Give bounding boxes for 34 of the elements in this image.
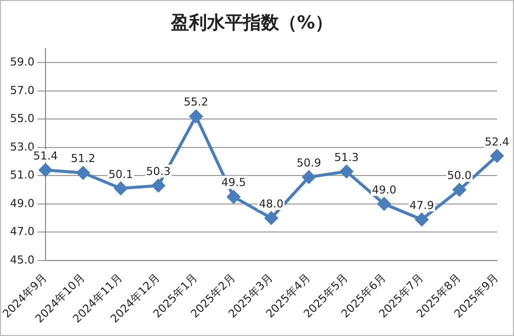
point (378, 197, 391, 210)
point (415, 212, 428, 226)
point (189, 110, 202, 123)
data-label: 49.0 (372, 183, 396, 196)
y-tick-label: 59.0 (10, 56, 34, 69)
point (264, 212, 278, 225)
point (152, 179, 165, 192)
data-label: 50.0 (447, 169, 472, 182)
data-label: 51.4 (33, 149, 58, 162)
data-label: 51.2 (70, 152, 96, 166)
y-tick-label: 53.0 (10, 140, 34, 154)
point (227, 190, 240, 204)
data-label: 50.9 (296, 156, 322, 170)
y-tick-label: 57.0 (10, 84, 34, 97)
data-label: 49.5 (221, 176, 246, 190)
y-tick-label: 47.0 (10, 225, 34, 238)
chart-title: 盈利水平指数（%） (170, 12, 334, 34)
data-label: 55.2 (184, 96, 208, 109)
point (302, 170, 316, 184)
y-tick-label: 49.0 (10, 196, 34, 210)
point (114, 182, 128, 195)
point (490, 149, 504, 162)
point (452, 183, 466, 196)
y-tick-label: 45.0 (10, 253, 34, 266)
y-tick-label: 55.0 (10, 112, 34, 126)
data-label: 47.9 (410, 198, 434, 212)
data-label: 50.1 (108, 168, 133, 181)
point (340, 164, 353, 178)
y-tick-label: 51.0 (10, 168, 34, 182)
data-label: 52.4 (484, 135, 510, 148)
data-label: 51.3 (334, 150, 359, 164)
data-label: 50.3 (146, 164, 171, 178)
point (76, 166, 90, 180)
data-label: 48.0 (258, 197, 284, 210)
